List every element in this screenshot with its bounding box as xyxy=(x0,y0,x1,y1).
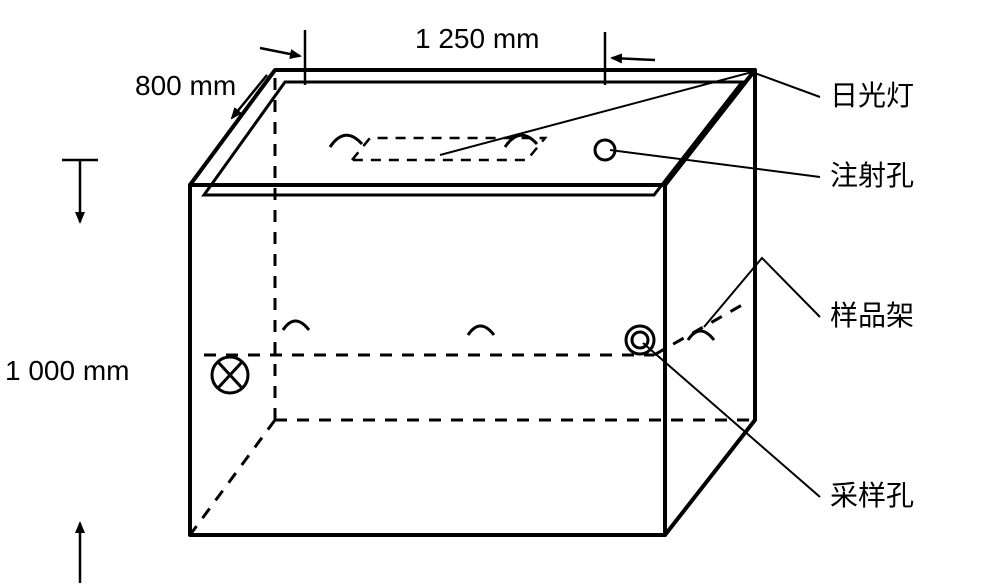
label-lamp: 日光灯 xyxy=(830,80,914,112)
leader-lines xyxy=(440,72,820,497)
label-inject: 注射孔 xyxy=(830,160,914,192)
lamp-outline xyxy=(352,138,545,160)
dim-depth xyxy=(232,75,267,118)
label-sample: 采样孔 xyxy=(830,480,914,512)
dim-depth-text: 800 mm xyxy=(135,70,236,101)
fan-port xyxy=(212,357,248,393)
dim-width-text: 1 250 mm xyxy=(415,23,540,54)
label-rack: 样品架 xyxy=(830,300,914,332)
diagram-svg: 1 250 mm 800 mm 1 000 mm 日光灯 注射孔 样品架 采样孔 xyxy=(0,0,1000,585)
dim-height-text: 1 000 mm xyxy=(5,355,130,386)
